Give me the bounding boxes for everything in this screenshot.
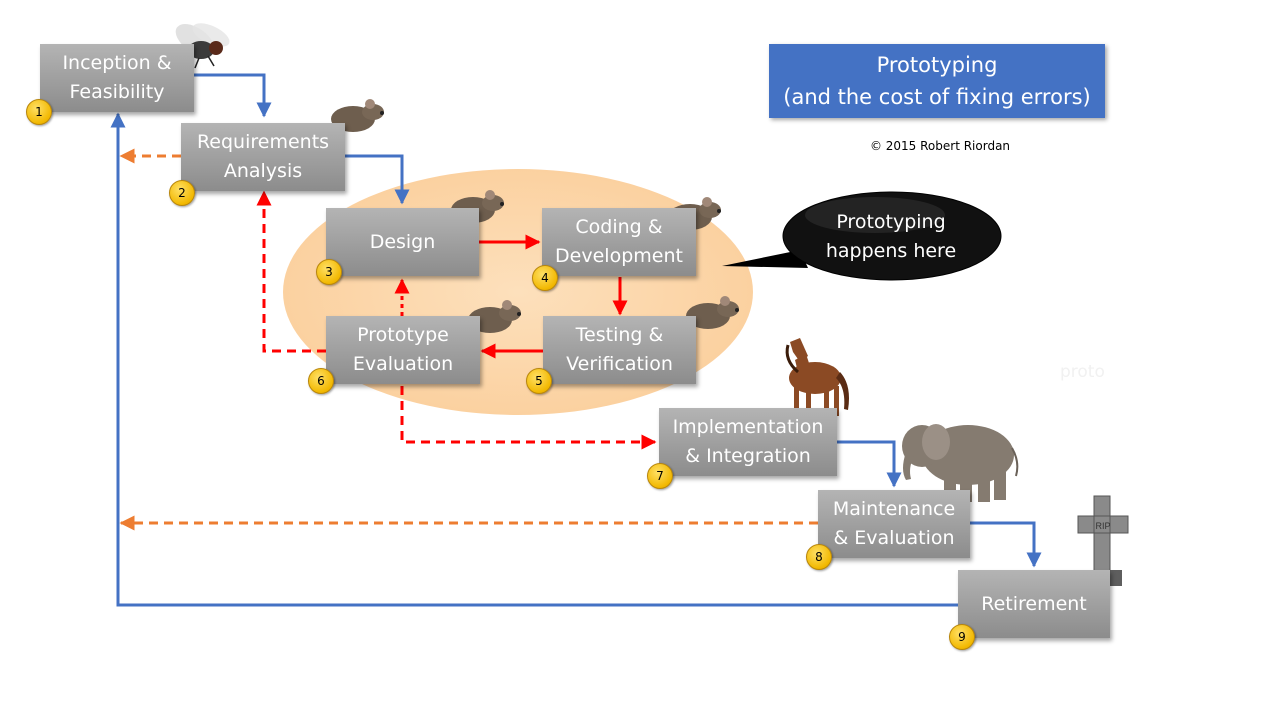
arrow-7-to-8: [837, 440, 902, 488]
stage-label-line-1: Inception &: [62, 52, 172, 74]
stage-number-badge: 4: [532, 265, 558, 291]
stage-label-line-2: Development: [555, 245, 683, 267]
stage-prototype-evaluation: Prototype Evaluation: [326, 316, 480, 384]
horse-icon: [785, 338, 849, 416]
elephant-icon: [902, 424, 1019, 502]
stage-number-badge: 5: [526, 368, 552, 394]
stage-label-line-1: Coding &: [575, 216, 663, 238]
copyright-text: © 2015 Robert Riordan: [869, 139, 1011, 153]
stage-label-line-1: Design: [369, 230, 436, 253]
arrow-8-to-9: [970, 521, 1042, 568]
stage-coding-development: Coding & Development: [542, 208, 696, 276]
arrow-6-to-7: [400, 386, 657, 450]
stage-inception-feasibility: Inception & Feasibility: [40, 44, 194, 112]
stage-implementation-integration: Implementation & Integration: [659, 408, 837, 476]
stage-number-badge: 2: [169, 180, 195, 206]
stage-label-line-1: Maintenance: [832, 498, 956, 520]
stage-label-line-1: Prototype: [357, 324, 449, 346]
stage-label-line-2: Verification: [566, 353, 673, 375]
stage-label-line-2: Feasibility: [69, 81, 165, 103]
stage-requirements-analysis: Requirements Analysis: [181, 123, 345, 191]
watermark-text: proto: [1060, 362, 1105, 382]
callout-bubble: [722, 191, 1002, 281]
title-line-1: Prototyping: [876, 53, 998, 77]
feedback-6-to-2: [256, 190, 326, 353]
mouse-icon: [671, 296, 739, 339]
stage-label-line-2: Evaluation: [352, 353, 454, 375]
arrow-1-to-2: [194, 73, 272, 118]
stage-number-badge: 7: [647, 463, 673, 489]
stage-number-badge: 3: [316, 259, 342, 285]
stage-label-line-2: Analysis: [223, 160, 303, 182]
stage-label-line-2: & Integration: [685, 445, 811, 467]
stage-label-line-1: Retirement: [981, 592, 1087, 615]
title-line-2: (and the cost of fixing errors): [783, 85, 1091, 109]
callout-text: Prototyping happens here: [806, 208, 976, 266]
callout-line-1: Prototyping: [836, 211, 946, 233]
stage-maintenance-evaluation: Maintenance & Evaluation: [818, 490, 970, 558]
stage-label-line-2: & Evaluation: [833, 527, 955, 549]
stage-design: Design: [326, 208, 479, 276]
arrow-2-to-3: [345, 154, 410, 205]
arrow-9-to-1: [110, 112, 958, 607]
stage-number-badge: 9: [949, 624, 975, 650]
title-box: Prototyping (and the cost of fixing erro…: [769, 44, 1105, 118]
callout-line-2: happens here: [825, 240, 957, 262]
stage-number-badge: 1: [26, 99, 52, 125]
stage-label-line-1: Implementation: [672, 416, 824, 438]
stage-label-line-1: Requirements: [196, 131, 330, 153]
stage-label-line-1: Testing &: [575, 324, 664, 346]
stage-number-badge: 8: [806, 544, 832, 570]
stage-retirement: Retirement: [958, 570, 1110, 638]
stage-testing-verification: Testing & Verification: [543, 316, 696, 384]
gravestone-text: RIP: [1095, 521, 1110, 531]
stage-number-badge: 6: [308, 368, 334, 394]
